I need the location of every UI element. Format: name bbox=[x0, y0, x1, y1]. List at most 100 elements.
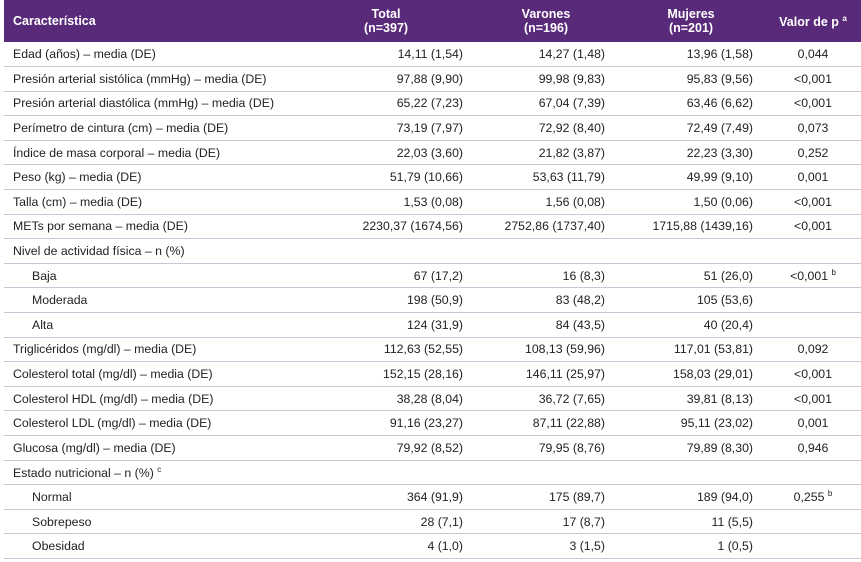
cell-pvalue bbox=[765, 460, 861, 485]
cell-female-text: 22,23 (3,30) bbox=[686, 145, 753, 160]
header-female: Mujeres (n=201) bbox=[617, 0, 765, 42]
row-label-text: Sobrepeso bbox=[32, 514, 92, 529]
table-row: Estado nutricional – n (%) c bbox=[4, 460, 861, 485]
cell-male-text: 108,13 (59,96) bbox=[525, 342, 605, 357]
row-label-text: Obesidad bbox=[32, 539, 85, 554]
cell-total-text: 198 (50,9) bbox=[406, 293, 463, 308]
header-total: Total (n=397) bbox=[297, 0, 475, 42]
row-label-text: Nivel de actividad física – n (%) bbox=[13, 244, 185, 259]
cell-female: 63,46 (6,62) bbox=[617, 91, 765, 116]
cell-pvalue: <0,001 bbox=[765, 67, 861, 92]
cell-total-text: 364 (91,9) bbox=[406, 489, 463, 504]
cell-male: 84 (43,5) bbox=[475, 313, 617, 338]
table-row: Presión arterial diastólica (mmHg) – med… bbox=[4, 91, 861, 116]
cell-pvalue-text: 0,044 bbox=[797, 47, 829, 62]
cell-female: 95,11 (23,02) bbox=[617, 411, 765, 436]
cell-total-text: 65,22 (7,23) bbox=[396, 96, 463, 111]
cell-total: 79,92 (8,52) bbox=[297, 436, 475, 461]
cell-total bbox=[297, 239, 475, 264]
cell-total-text: 22,03 (3,60) bbox=[396, 145, 463, 160]
row-label: Nivel de actividad física – n (%) bbox=[4, 239, 297, 264]
cell-female-text: 1 (0,5) bbox=[717, 539, 753, 554]
cell-pvalue-text: <0,001 bbox=[794, 71, 832, 86]
cell-male bbox=[475, 239, 617, 264]
table-row: Edad (años) – media (DE) 14,11 (1,54) 14,2… bbox=[4, 42, 861, 67]
cell-female-text: 40 (20,4) bbox=[703, 317, 753, 332]
cell-total-text: 28 (7,1) bbox=[420, 514, 463, 529]
row-label-text: Índice de masa corporal – media (DE) bbox=[13, 145, 221, 160]
cell-female: 1 (0,5) bbox=[617, 534, 765, 559]
header-male-label: Varones bbox=[521, 7, 571, 21]
row-label-text: Triglicéridos (mg/dl) – media (DE) bbox=[13, 342, 197, 357]
row-label: Presión arterial sistólica (mmHg) – medi… bbox=[4, 67, 297, 92]
cell-pvalue: 0,255 b bbox=[765, 485, 861, 510]
row-label-text: Alta bbox=[32, 317, 54, 332]
cell-pvalue bbox=[765, 239, 861, 264]
row-label: Normal bbox=[4, 485, 297, 510]
cell-total: 198 (50,9) bbox=[297, 288, 475, 313]
cell-male-text: 21,82 (3,87) bbox=[538, 145, 605, 160]
cell-total-text: 67 (17,2) bbox=[413, 268, 463, 283]
cell-male: 16 (8,3) bbox=[475, 263, 617, 288]
cell-male-text: 67,04 (7,39) bbox=[538, 96, 605, 111]
table-row: Índice de masa corporal – media (DE) 22,0… bbox=[4, 140, 861, 165]
header-characteristic: Característica bbox=[13, 14, 96, 28]
cell-pvalue-text: 0,073 bbox=[797, 121, 829, 136]
cell-female-text: 1,50 (0,06) bbox=[693, 194, 753, 209]
cell-pvalue: <0,001 bbox=[765, 386, 861, 411]
header-pvalue-label: Valor de p bbox=[779, 15, 839, 30]
table-row: Colesterol total (mg/dl) – media (DE) 152… bbox=[4, 362, 861, 387]
table-row: Moderada 198 (50,9) 83 (48,2) 105 (53,6) bbox=[4, 288, 861, 313]
row-label-text: Edad (años) – media (DE) bbox=[13, 47, 156, 62]
row-label: Alta bbox=[4, 313, 297, 338]
cell-female-text: 13,96 (1,58) bbox=[686, 47, 753, 62]
cell-total-text: 2230,37 (1674,56) bbox=[362, 219, 463, 234]
cell-total: 22,03 (3,60) bbox=[297, 140, 475, 165]
row-label-text: Moderada bbox=[32, 293, 88, 308]
table-row: Nivel de actividad física – n (%) bbox=[4, 239, 861, 264]
cell-female-text: 39,81 (8,13) bbox=[686, 391, 753, 406]
row-label: Estado nutricional – n (%) c bbox=[4, 460, 297, 485]
cell-female: 95,83 (9,56) bbox=[617, 67, 765, 92]
cell-total: 67 (17,2) bbox=[297, 263, 475, 288]
cell-male-text: 17 (8,7) bbox=[562, 514, 605, 529]
cell-female: 1715,88 (1439,16) bbox=[617, 214, 765, 239]
cell-pvalue bbox=[765, 288, 861, 313]
cell-total-text: 91,16 (23,27) bbox=[389, 416, 463, 431]
header-total-label: Total bbox=[371, 7, 401, 21]
cell-male: 53,63 (11,79) bbox=[475, 165, 617, 190]
cell-male-text: 84 (43,5) bbox=[555, 317, 605, 332]
cell-total: 364 (91,9) bbox=[297, 485, 475, 510]
row-label-text: Glucosa (mg/dl) – media (DE) bbox=[13, 440, 176, 455]
row-label-text: Talla (cm) – media (DE) bbox=[13, 194, 143, 209]
cell-total-text: 97,88 (9,90) bbox=[396, 71, 463, 86]
cell-pvalue: 0,946 bbox=[765, 436, 861, 461]
cell-male: 21,82 (3,87) bbox=[475, 140, 617, 165]
cell-female: 39,81 (8,13) bbox=[617, 386, 765, 411]
cell-male-text: 79,95 (8,76) bbox=[538, 440, 605, 455]
table-row: Colesterol HDL (mg/dl) – media (DE) 38,28… bbox=[4, 386, 861, 411]
cell-pvalue: 0,073 bbox=[765, 116, 861, 141]
cell-female: 11 (5,5) bbox=[617, 509, 765, 534]
header-female-label: Mujeres bbox=[667, 7, 715, 21]
cell-female: 51 (26,0) bbox=[617, 263, 765, 288]
cell-pvalue-text: 0,092 bbox=[797, 342, 829, 357]
cell-male: 79,95 (8,76) bbox=[475, 436, 617, 461]
table-row: Normal 364 (91,9) 175 (89,7) 189 (94,0) 0,25… bbox=[4, 485, 861, 510]
table-row: Talla (cm) – media (DE) 1,53 (0,08) 1,56 (… bbox=[4, 190, 861, 215]
header-pvalue: Valor de p a bbox=[765, 0, 861, 42]
cell-female-text: 72,49 (7,49) bbox=[686, 121, 753, 136]
cell-total-text: 79,92 (8,52) bbox=[396, 440, 463, 455]
row-label: Índice de masa corporal – media (DE) bbox=[4, 140, 297, 165]
cell-pvalue-text: 0,001 bbox=[797, 170, 829, 185]
cell-female-text: 117,01 (53,81) bbox=[673, 342, 753, 357]
characteristics-table: Característica Total (n=397) Varones (n=… bbox=[4, 0, 861, 559]
cell-female: 79,89 (8,30) bbox=[617, 436, 765, 461]
cell-male: 1,56 (0,08) bbox=[475, 190, 617, 215]
cell-male bbox=[475, 460, 617, 485]
row-label-text: Colesterol HDL (mg/dl) – media (DE) bbox=[13, 391, 214, 406]
cell-pvalue: <0,001 b bbox=[765, 263, 861, 288]
cell-female: 40 (20,4) bbox=[617, 313, 765, 338]
cell-male: 67,04 (7,39) bbox=[475, 91, 617, 116]
cell-male-text: 2752,86 (1737,40) bbox=[504, 219, 605, 234]
